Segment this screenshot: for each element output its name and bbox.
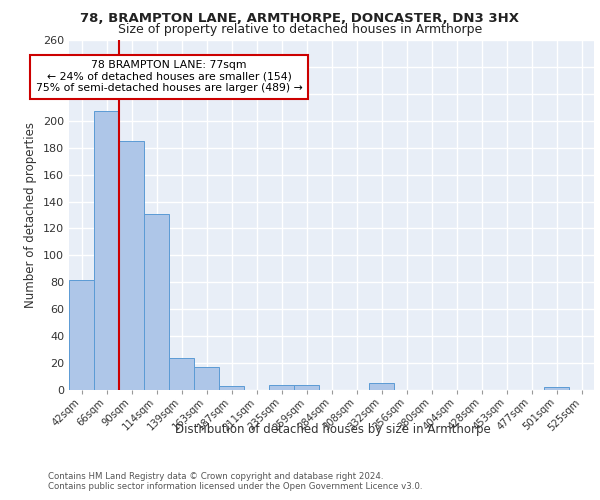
Bar — [119, 141, 144, 390]
Bar — [69, 280, 94, 390]
Bar — [269, 384, 294, 390]
Bar — [169, 358, 194, 390]
Bar — [194, 367, 219, 390]
Text: 78, BRAMPTON LANE, ARMTHORPE, DONCASTER, DN3 3HX: 78, BRAMPTON LANE, ARMTHORPE, DONCASTER,… — [80, 12, 520, 26]
Bar — [144, 214, 169, 390]
Text: Contains public sector information licensed under the Open Government Licence v3: Contains public sector information licen… — [48, 482, 422, 491]
Bar — [369, 384, 394, 390]
Bar — [294, 384, 319, 390]
Bar — [544, 388, 569, 390]
Text: Contains HM Land Registry data © Crown copyright and database right 2024.: Contains HM Land Registry data © Crown c… — [48, 472, 383, 481]
Text: Size of property relative to detached houses in Armthorpe: Size of property relative to detached ho… — [118, 22, 482, 36]
Bar — [219, 386, 244, 390]
Text: Distribution of detached houses by size in Armthorpe: Distribution of detached houses by size … — [175, 422, 491, 436]
Y-axis label: Number of detached properties: Number of detached properties — [25, 122, 37, 308]
Text: 78 BRAMPTON LANE: 77sqm
← 24% of detached houses are smaller (154)
75% of semi-d: 78 BRAMPTON LANE: 77sqm ← 24% of detache… — [35, 60, 302, 94]
Bar — [94, 112, 119, 390]
